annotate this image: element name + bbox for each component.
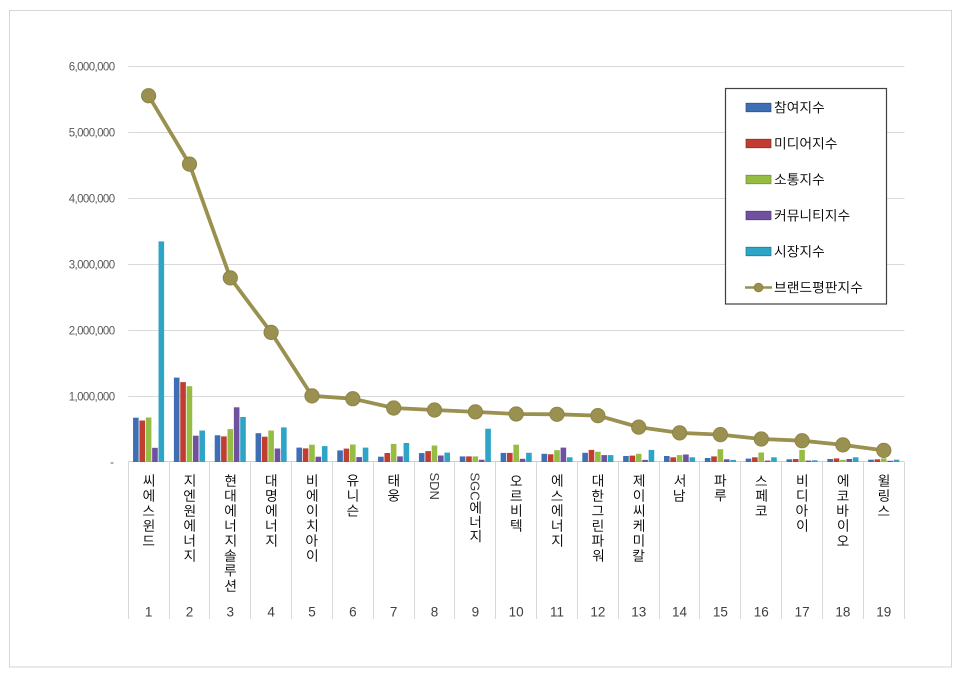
svg-text:2,000,000: 2,000,000 bbox=[69, 326, 115, 338]
svg-text:9: 9 bbox=[472, 604, 480, 619]
svg-text:17: 17 bbox=[795, 604, 810, 619]
svg-text:7: 7 bbox=[390, 604, 398, 619]
svg-text:14: 14 bbox=[672, 604, 688, 619]
svg-text:4,000,000: 4,000,000 bbox=[69, 194, 115, 206]
svg-text:10: 10 bbox=[509, 604, 524, 619]
svg-text:5,000,000: 5,000,000 bbox=[69, 128, 115, 140]
svg-text:5: 5 bbox=[308, 604, 316, 619]
svg-text:1: 1 bbox=[145, 604, 153, 619]
svg-text:8: 8 bbox=[431, 604, 439, 619]
svg-text:15: 15 bbox=[713, 604, 728, 619]
svg-text:SDN: SDN bbox=[427, 473, 442, 500]
svg-text:11: 11 bbox=[550, 604, 564, 619]
svg-text:6: 6 bbox=[349, 604, 357, 619]
svg-text:-: - bbox=[110, 457, 114, 469]
svg-text:13: 13 bbox=[631, 604, 646, 619]
svg-text:6,000,000: 6,000,000 bbox=[69, 62, 115, 74]
svg-text:3: 3 bbox=[227, 604, 235, 619]
svg-text:16: 16 bbox=[754, 604, 769, 619]
svg-text:18: 18 bbox=[835, 604, 850, 619]
svg-text:19: 19 bbox=[876, 604, 891, 619]
svg-text:3,000,000: 3,000,000 bbox=[69, 260, 115, 272]
svg-text:2: 2 bbox=[186, 604, 194, 619]
svg-text:SGC: SGC bbox=[468, 473, 483, 501]
svg-text:1,000,000: 1,000,000 bbox=[69, 392, 115, 404]
svg-text:12: 12 bbox=[590, 604, 605, 619]
svg-text:4: 4 bbox=[267, 604, 275, 619]
